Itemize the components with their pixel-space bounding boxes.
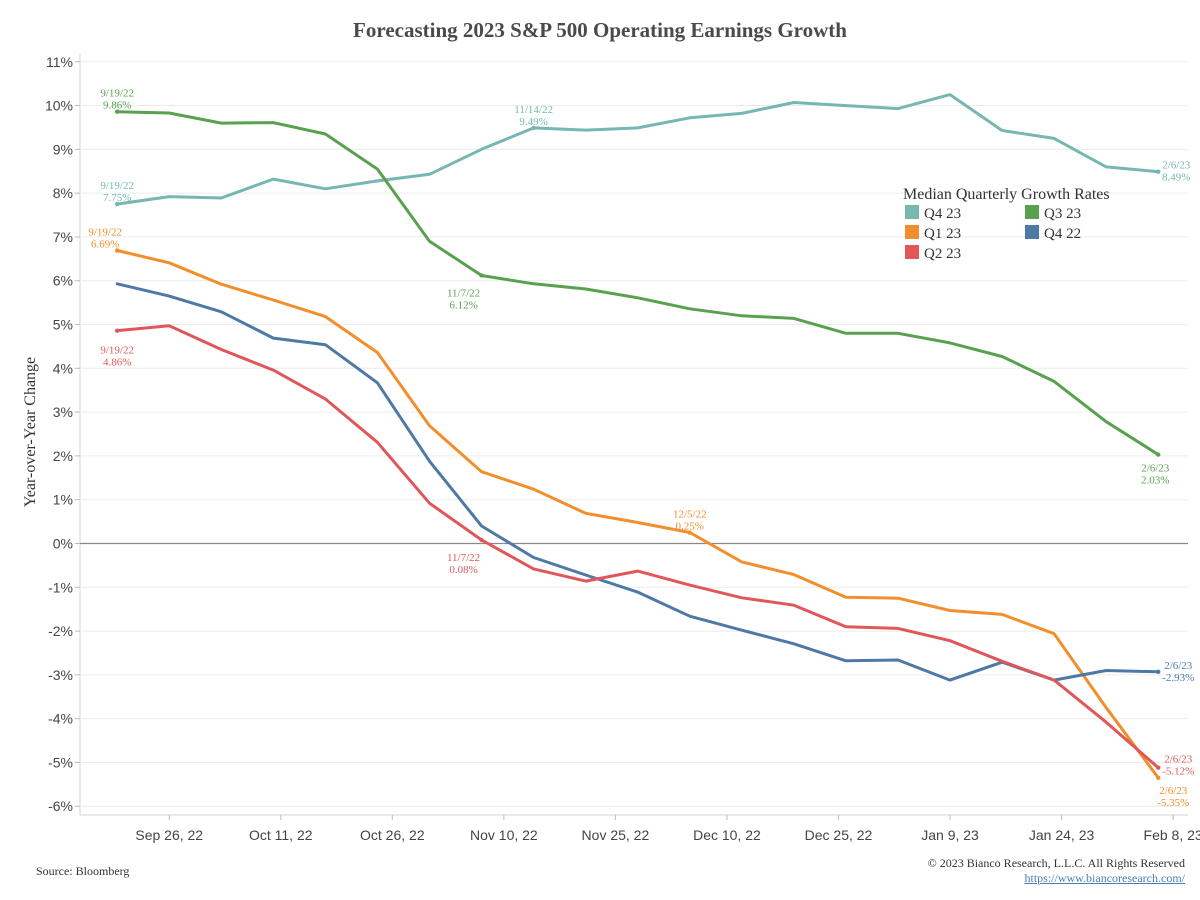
annotation-date: 11/14/22: [514, 104, 553, 116]
annotation-value: 8.49%: [1162, 172, 1190, 184]
source-note: Source: Bloomberg: [36, 864, 130, 878]
annotation-date: 12/5/22: [673, 509, 707, 521]
annotation-date: 11/7/22: [447, 552, 480, 564]
series-line-q1-23: [115, 249, 1160, 780]
legend-swatch: [905, 245, 919, 259]
y-tick-label: 0%: [53, 535, 73, 551]
legend-label: Q3 23: [1044, 206, 1081, 222]
annotation-dot: [1156, 669, 1161, 674]
annotation-value: 0.08%: [449, 564, 477, 576]
y-tick-label: 3%: [53, 404, 73, 420]
annotation-value: 9.86%: [103, 100, 131, 112]
y-tick-label: -3%: [48, 667, 73, 683]
annotation-date: 2/6/23: [1141, 463, 1170, 475]
annotation-date: 2/6/23: [1159, 785, 1188, 797]
series-line-q4-23: [115, 93, 1160, 206]
x-tick-label: Dec 25, 22: [805, 827, 873, 843]
annotation-date: 9/19/22: [100, 345, 134, 357]
y-tick-label: 1%: [53, 492, 73, 508]
annotation-dot: [479, 273, 484, 278]
annotation-dot: [479, 537, 484, 543]
annotation-dot: [1156, 169, 1161, 174]
x-tick-label: Feb 8, 23: [1144, 827, 1200, 843]
copyright-text: © 2023 Bianco Research, L.L.C. All Right…: [927, 856, 1185, 870]
annotations: 9/19/229.86%9/19/227.75%9/19/226.69%9/19…: [88, 88, 1194, 809]
annotation-dot: [114, 201, 120, 207]
legend-label: Q4 22: [1044, 226, 1081, 242]
annotation-value: 7.75%: [103, 192, 131, 204]
y-tick-label: -6%: [48, 798, 73, 814]
annotation-date: 2/6/23: [1164, 754, 1193, 766]
copyright-block: © 2023 Bianco Research, L.L.C. All Right…: [928, 856, 1185, 886]
annotation-dot: [1156, 765, 1161, 770]
legend-swatch: [905, 225, 919, 239]
annotation-date: 2/6/23: [1164, 660, 1193, 672]
x-axis-ticks: Sep 26, 22 Oct 11, 22 Oct 26, 22 Nov 10, 22…: [135, 815, 1200, 843]
y-tick-label: 2%: [53, 448, 73, 464]
annotation-dot: [114, 248, 120, 253]
legend-title: Median Quarterly Growth Rates: [903, 186, 1110, 203]
annotation-dot: [531, 125, 536, 131]
y-tick-label: 9%: [53, 141, 73, 157]
website-link[interactable]: https://www.biancoresearch.com/: [1024, 871, 1185, 885]
annotation-value: 4.86%: [103, 357, 131, 369]
annotation-value: 9.49%: [519, 116, 547, 128]
annotation-dot: [1156, 452, 1161, 457]
annotation-date: 9/19/22: [100, 88, 134, 100]
y-tick-label: 10%: [45, 98, 73, 114]
annotation-value: 6.12%: [449, 299, 477, 311]
x-tick-label: Jan 9, 23: [921, 827, 979, 843]
annotation-date: 9/19/22: [88, 227, 122, 239]
y-tick-label: 7%: [53, 229, 73, 245]
legend-label: Q1 23: [924, 226, 961, 242]
series-lines: [115, 93, 1160, 780]
x-tick-label: Oct 26, 22: [360, 827, 425, 843]
y-tick-label: -2%: [48, 623, 73, 639]
series-line-q3-23: [115, 110, 1160, 457]
annotation-date: 2/6/23: [1162, 160, 1191, 172]
grid: [79, 53, 1188, 816]
y-tick-label: 8%: [53, 185, 73, 201]
annotation-value: -2.93%: [1162, 672, 1194, 684]
y-tick-label: -1%: [48, 579, 73, 595]
y-tick-label: -5%: [48, 754, 73, 770]
x-tick-label: Dec 10, 22: [693, 827, 761, 843]
x-tick-label: Nov 25, 22: [582, 827, 650, 843]
annotation-value: 6.69%: [91, 239, 119, 251]
y-tick-label: 4%: [53, 360, 73, 376]
series-line-q4-22: [115, 282, 1160, 682]
y-axis-ticks: 11% 10% 9% 8% 7% 6% 5% 4% 3% 2% 1% 0% -1% -2% -3% -4% -5…: [45, 54, 80, 814]
chart-title: Forecasting 2023 S&P 500 Operating Earni…: [353, 18, 847, 42]
annotation-value: 2.03%: [1141, 475, 1169, 487]
annotation-date: 11/7/22: [447, 287, 480, 299]
y-tick-label: 6%: [53, 273, 73, 289]
y-tick-label: 11%: [46, 54, 73, 70]
annotation-value: -5.12%: [1162, 766, 1194, 778]
x-tick-label: Sep 26, 22: [135, 827, 203, 843]
y-tick-label: -4%: [48, 711, 73, 727]
legend-label: Q4 23: [924, 206, 961, 222]
legend-swatch: [905, 205, 919, 219]
y-tick-label: 5%: [53, 317, 73, 333]
annotation-dot: [114, 328, 120, 333]
x-tick-label: Oct 11, 22: [249, 827, 313, 843]
y-axis-label: Year-over-Year Change: [22, 357, 39, 507]
legend: Median Quarterly Growth Rates Q4 23 Q3 23…: [903, 186, 1110, 262]
annotation-dot: [687, 530, 692, 535]
legend-swatch: [1025, 225, 1039, 239]
annotation-value: -5.35%: [1157, 797, 1189, 809]
legend-swatch: [1025, 205, 1039, 219]
x-tick-label: Jan 24, 23: [1029, 827, 1095, 843]
x-tick-label: Nov 10, 22: [470, 827, 538, 843]
legend-label: Q2 23: [924, 246, 961, 262]
annotation-value: 0.25%: [676, 521, 704, 533]
annotation-dot: [1156, 775, 1161, 780]
series-line-q2-23: [115, 324, 1160, 770]
annotation-date: 9/19/22: [100, 180, 134, 192]
annotation-dot: [114, 109, 120, 114]
